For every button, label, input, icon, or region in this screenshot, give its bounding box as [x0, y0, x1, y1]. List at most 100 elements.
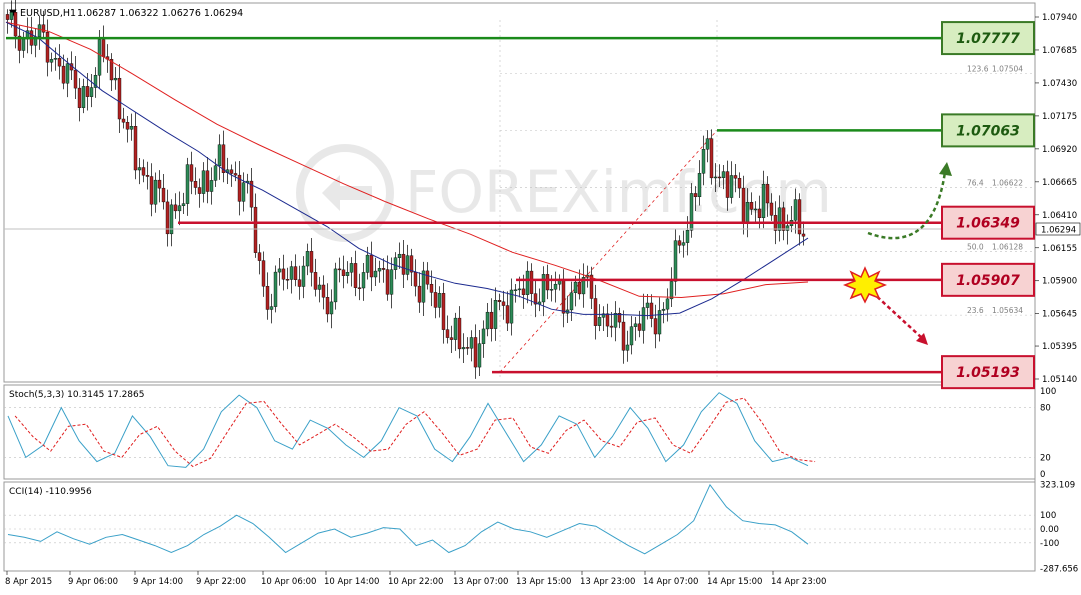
price-tick-label: 1.07430	[1042, 79, 1077, 89]
fib-ratio-label: 123.6	[967, 64, 989, 73]
candle-body	[769, 202, 774, 216]
current-price-tag	[1035, 222, 1081, 236]
ma-fast-line	[5, 21, 809, 317]
time-tick-label: 14 Apr 07:00	[643, 577, 698, 587]
breakout-burst-icon	[842, 266, 888, 304]
candle-body	[677, 240, 682, 246]
candle-body	[445, 329, 450, 338]
candle-body	[513, 289, 518, 291]
stoch-title: Stoch(5,3,3) 10.3145 17.2865	[9, 390, 144, 400]
ma-slow-line	[5, 21, 809, 299]
candle-body	[481, 328, 486, 344]
resistance-level-box[interactable]	[941, 21, 1035, 56]
candle-body	[597, 317, 602, 326]
support-level-box[interactable]	[941, 205, 1035, 240]
candle-body	[545, 274, 550, 291]
candle-body	[373, 270, 378, 278]
symbol-label: EURUSD,H1	[20, 8, 76, 19]
candle-body	[753, 208, 758, 211]
support-level-box[interactable]	[941, 262, 1035, 297]
time-axis: 8 Apr 2015 9 Apr 06:00 9 Apr 14:00 9 Apr 22…	[5, 571, 826, 587]
candle-body	[693, 193, 698, 198]
bearish-projection-arrow-icon	[871, 291, 923, 339]
candle-body	[745, 202, 750, 224]
price-tick-label: 1.06155	[1042, 244, 1077, 254]
candle-body	[193, 181, 198, 188]
price-tick-label: 1.07685	[1042, 46, 1077, 56]
candle-body	[425, 270, 430, 285]
candle-body	[701, 149, 706, 174]
candle-body	[109, 59, 114, 81]
candle-body	[489, 311, 494, 329]
candle-body	[541, 274, 546, 303]
price-tick-label: 1.06665	[1042, 178, 1077, 188]
price-tick-label: 1.05900	[1042, 277, 1077, 287]
cci-level-label: 100	[1040, 511, 1056, 521]
candle-body	[749, 202, 754, 210]
candle-body	[733, 175, 738, 179]
candle-body	[737, 178, 742, 189]
candle-body	[45, 32, 50, 63]
candle-body	[649, 302, 654, 319]
candle-body	[641, 307, 646, 331]
candle-body	[133, 126, 138, 171]
level-boxes[interactable]: 1.07777 1.07063 1.06349 1.05907 1.05193	[941, 21, 1035, 390]
price-tick-label: 1.07175	[1042, 112, 1077, 122]
time-tick-label: 10 Apr 06:00	[261, 577, 316, 587]
candle-body	[777, 207, 782, 231]
fib-price-label: 1.06128	[992, 242, 1023, 251]
candle-body	[501, 301, 506, 306]
cci-level-label: 323.109	[1040, 480, 1075, 490]
candle-body	[621, 321, 626, 351]
fib-price-label: 1.07504	[992, 64, 1023, 73]
candle-body	[665, 298, 670, 310]
candle-body	[129, 126, 134, 130]
candle-body	[409, 255, 414, 273]
candle-body	[397, 253, 402, 258]
candle-body	[97, 39, 102, 76]
candle-body	[581, 277, 586, 295]
candle-body	[761, 183, 766, 219]
candle-body	[461, 347, 466, 350]
candle-body	[549, 289, 554, 291]
price-candles	[5, 0, 806, 379]
candle-body	[689, 193, 694, 231]
candle-body	[617, 313, 622, 323]
candle-body	[305, 251, 310, 267]
candle-body	[705, 138, 710, 150]
candle-body	[381, 268, 386, 270]
price-axis: 1.07940 1.07685 1.07430 1.07175 1.06920 1.066…	[1035, 13, 1077, 385]
candle-body	[345, 272, 350, 276]
fib-trend-line[interactable]	[499, 130, 718, 373]
candle-body	[221, 144, 226, 173]
cci-level-label: -287.656	[1040, 565, 1078, 575]
time-tick-label: 8 Apr 2015	[5, 577, 52, 587]
candle-body	[285, 279, 290, 281]
candle-body	[685, 230, 690, 243]
candle-body	[333, 268, 338, 303]
candle-body	[49, 59, 54, 63]
candle-body	[89, 87, 94, 97]
candle-body	[241, 182, 246, 202]
candle-body	[301, 265, 306, 287]
candle-body	[717, 176, 722, 179]
time-tick-label: 13 Apr 07:00	[453, 577, 508, 587]
candle-body	[213, 165, 218, 181]
candle-body	[601, 313, 606, 318]
candle-body	[385, 269, 390, 295]
candle-body	[321, 284, 326, 298]
candle-body	[365, 254, 370, 273]
candle-body	[801, 233, 806, 237]
candle-body	[673, 240, 678, 282]
candle-body	[325, 297, 330, 315]
candle-body	[121, 118, 126, 123]
candle-body	[353, 263, 358, 288]
resistance-level-box[interactable]	[941, 113, 1035, 148]
candle-body	[529, 270, 534, 294]
candle-body	[413, 271, 418, 287]
candle-body	[421, 270, 426, 303]
support-level-box[interactable]	[941, 355, 1035, 390]
candle-body	[697, 173, 702, 198]
